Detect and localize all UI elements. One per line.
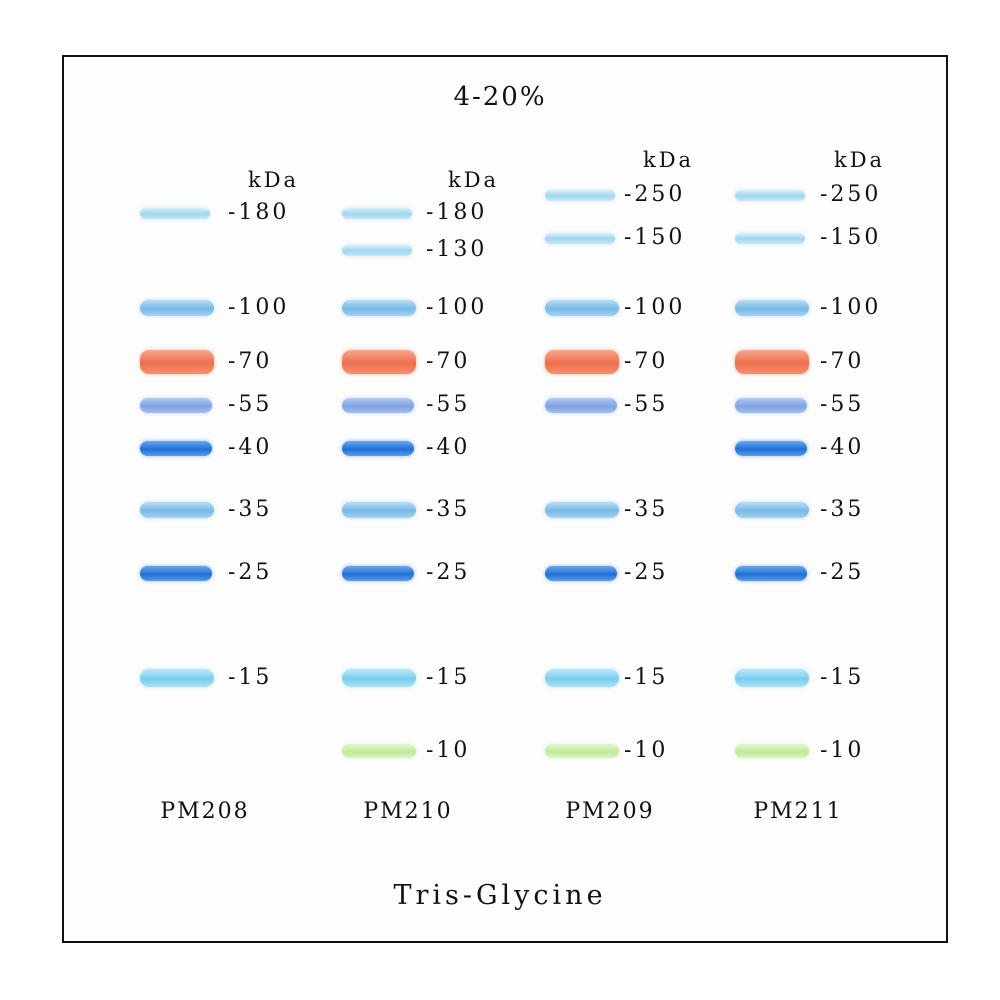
marker-band-40 (342, 440, 414, 456)
marker-band-150 (545, 232, 615, 244)
kda-unit-label: kDa (448, 168, 500, 192)
lane-name: PM211 (753, 799, 843, 824)
marker-band-15 (735, 669, 809, 687)
molecular-weight-label: -250 (624, 182, 686, 207)
marker-band-35 (735, 502, 809, 518)
molecular-weight-label: -10 (624, 738, 669, 763)
marker-band-100 (545, 300, 619, 316)
figure-frame (62, 55, 948, 943)
marker-band-100 (342, 300, 416, 316)
molecular-weight-label: -25 (820, 560, 865, 585)
marker-band-70 (140, 350, 214, 374)
marker-band-130 (342, 244, 412, 256)
kda-unit-label: kDa (248, 168, 300, 192)
kda-unit-label: kDa (834, 148, 886, 172)
molecular-weight-label: -250 (820, 182, 882, 207)
marker-band-55 (545, 397, 617, 413)
marker-band-25 (545, 565, 617, 581)
molecular-weight-label: -40 (228, 435, 273, 460)
molecular-weight-label: -100 (624, 295, 686, 320)
molecular-weight-label: -180 (228, 200, 290, 225)
lane-name: PM208 (160, 799, 250, 824)
molecular-weight-label: -100 (426, 295, 488, 320)
marker-band-55 (342, 397, 414, 413)
marker-band-25 (140, 565, 212, 581)
marker-band-100 (140, 300, 214, 316)
gel-title: 4-20% (453, 82, 547, 112)
molecular-weight-label: -55 (426, 392, 471, 417)
marker-band-25 (735, 565, 807, 581)
molecular-weight-label: -55 (624, 392, 669, 417)
molecular-weight-label: -35 (624, 497, 669, 522)
marker-band-70 (342, 350, 416, 374)
marker-band-15 (140, 669, 214, 687)
marker-band-40 (140, 440, 212, 456)
molecular-weight-label: -55 (228, 392, 273, 417)
molecular-weight-label: -70 (624, 349, 669, 374)
molecular-weight-label: -15 (426, 665, 471, 690)
molecular-weight-label: -40 (426, 435, 471, 460)
marker-band-15 (545, 669, 619, 687)
marker-band-100 (735, 300, 809, 316)
marker-band-70 (735, 350, 809, 374)
marker-band-180 (342, 207, 412, 219)
molecular-weight-label: -35 (820, 497, 865, 522)
marker-band-250 (545, 189, 615, 201)
marker-band-55 (735, 397, 807, 413)
marker-band-180 (140, 207, 210, 219)
molecular-weight-label: -25 (624, 560, 669, 585)
marker-band-40 (735, 440, 807, 456)
marker-band-250 (735, 189, 805, 201)
marker-band-15 (342, 669, 416, 687)
molecular-weight-label: -40 (820, 435, 865, 460)
marker-band-10 (342, 744, 416, 758)
marker-band-35 (140, 502, 214, 518)
marker-band-150 (735, 232, 805, 244)
molecular-weight-label: -70 (426, 349, 471, 374)
molecular-weight-label: -150 (624, 225, 686, 250)
molecular-weight-label: -15 (624, 665, 669, 690)
molecular-weight-label: -35 (228, 497, 273, 522)
lane-name: PM210 (363, 799, 453, 824)
molecular-weight-label: -150 (820, 225, 882, 250)
marker-band-35 (342, 502, 416, 518)
marker-band-35 (545, 502, 619, 518)
marker-band-55 (140, 397, 212, 413)
molecular-weight-label: -15 (228, 665, 273, 690)
molecular-weight-label: -55 (820, 392, 865, 417)
kda-unit-label: kDa (643, 148, 695, 172)
molecular-weight-label: -70 (228, 349, 273, 374)
lane-name: PM209 (565, 799, 655, 824)
molecular-weight-label: -35 (426, 497, 471, 522)
molecular-weight-label: -100 (228, 295, 290, 320)
marker-band-25 (342, 565, 414, 581)
marker-band-10 (735, 744, 809, 758)
marker-band-70 (545, 350, 619, 374)
molecular-weight-label: -100 (820, 295, 882, 320)
molecular-weight-label: -10 (820, 738, 865, 763)
molecular-weight-label: -25 (228, 560, 273, 585)
molecular-weight-label: -15 (820, 665, 865, 690)
molecular-weight-label: -70 (820, 349, 865, 374)
marker-band-10 (545, 744, 619, 758)
buffer-label: Tris-Glycine (393, 880, 607, 911)
molecular-weight-label: -10 (426, 738, 471, 763)
molecular-weight-label: -25 (426, 560, 471, 585)
molecular-weight-label: -180 (426, 200, 488, 225)
molecular-weight-label: -130 (426, 237, 488, 262)
